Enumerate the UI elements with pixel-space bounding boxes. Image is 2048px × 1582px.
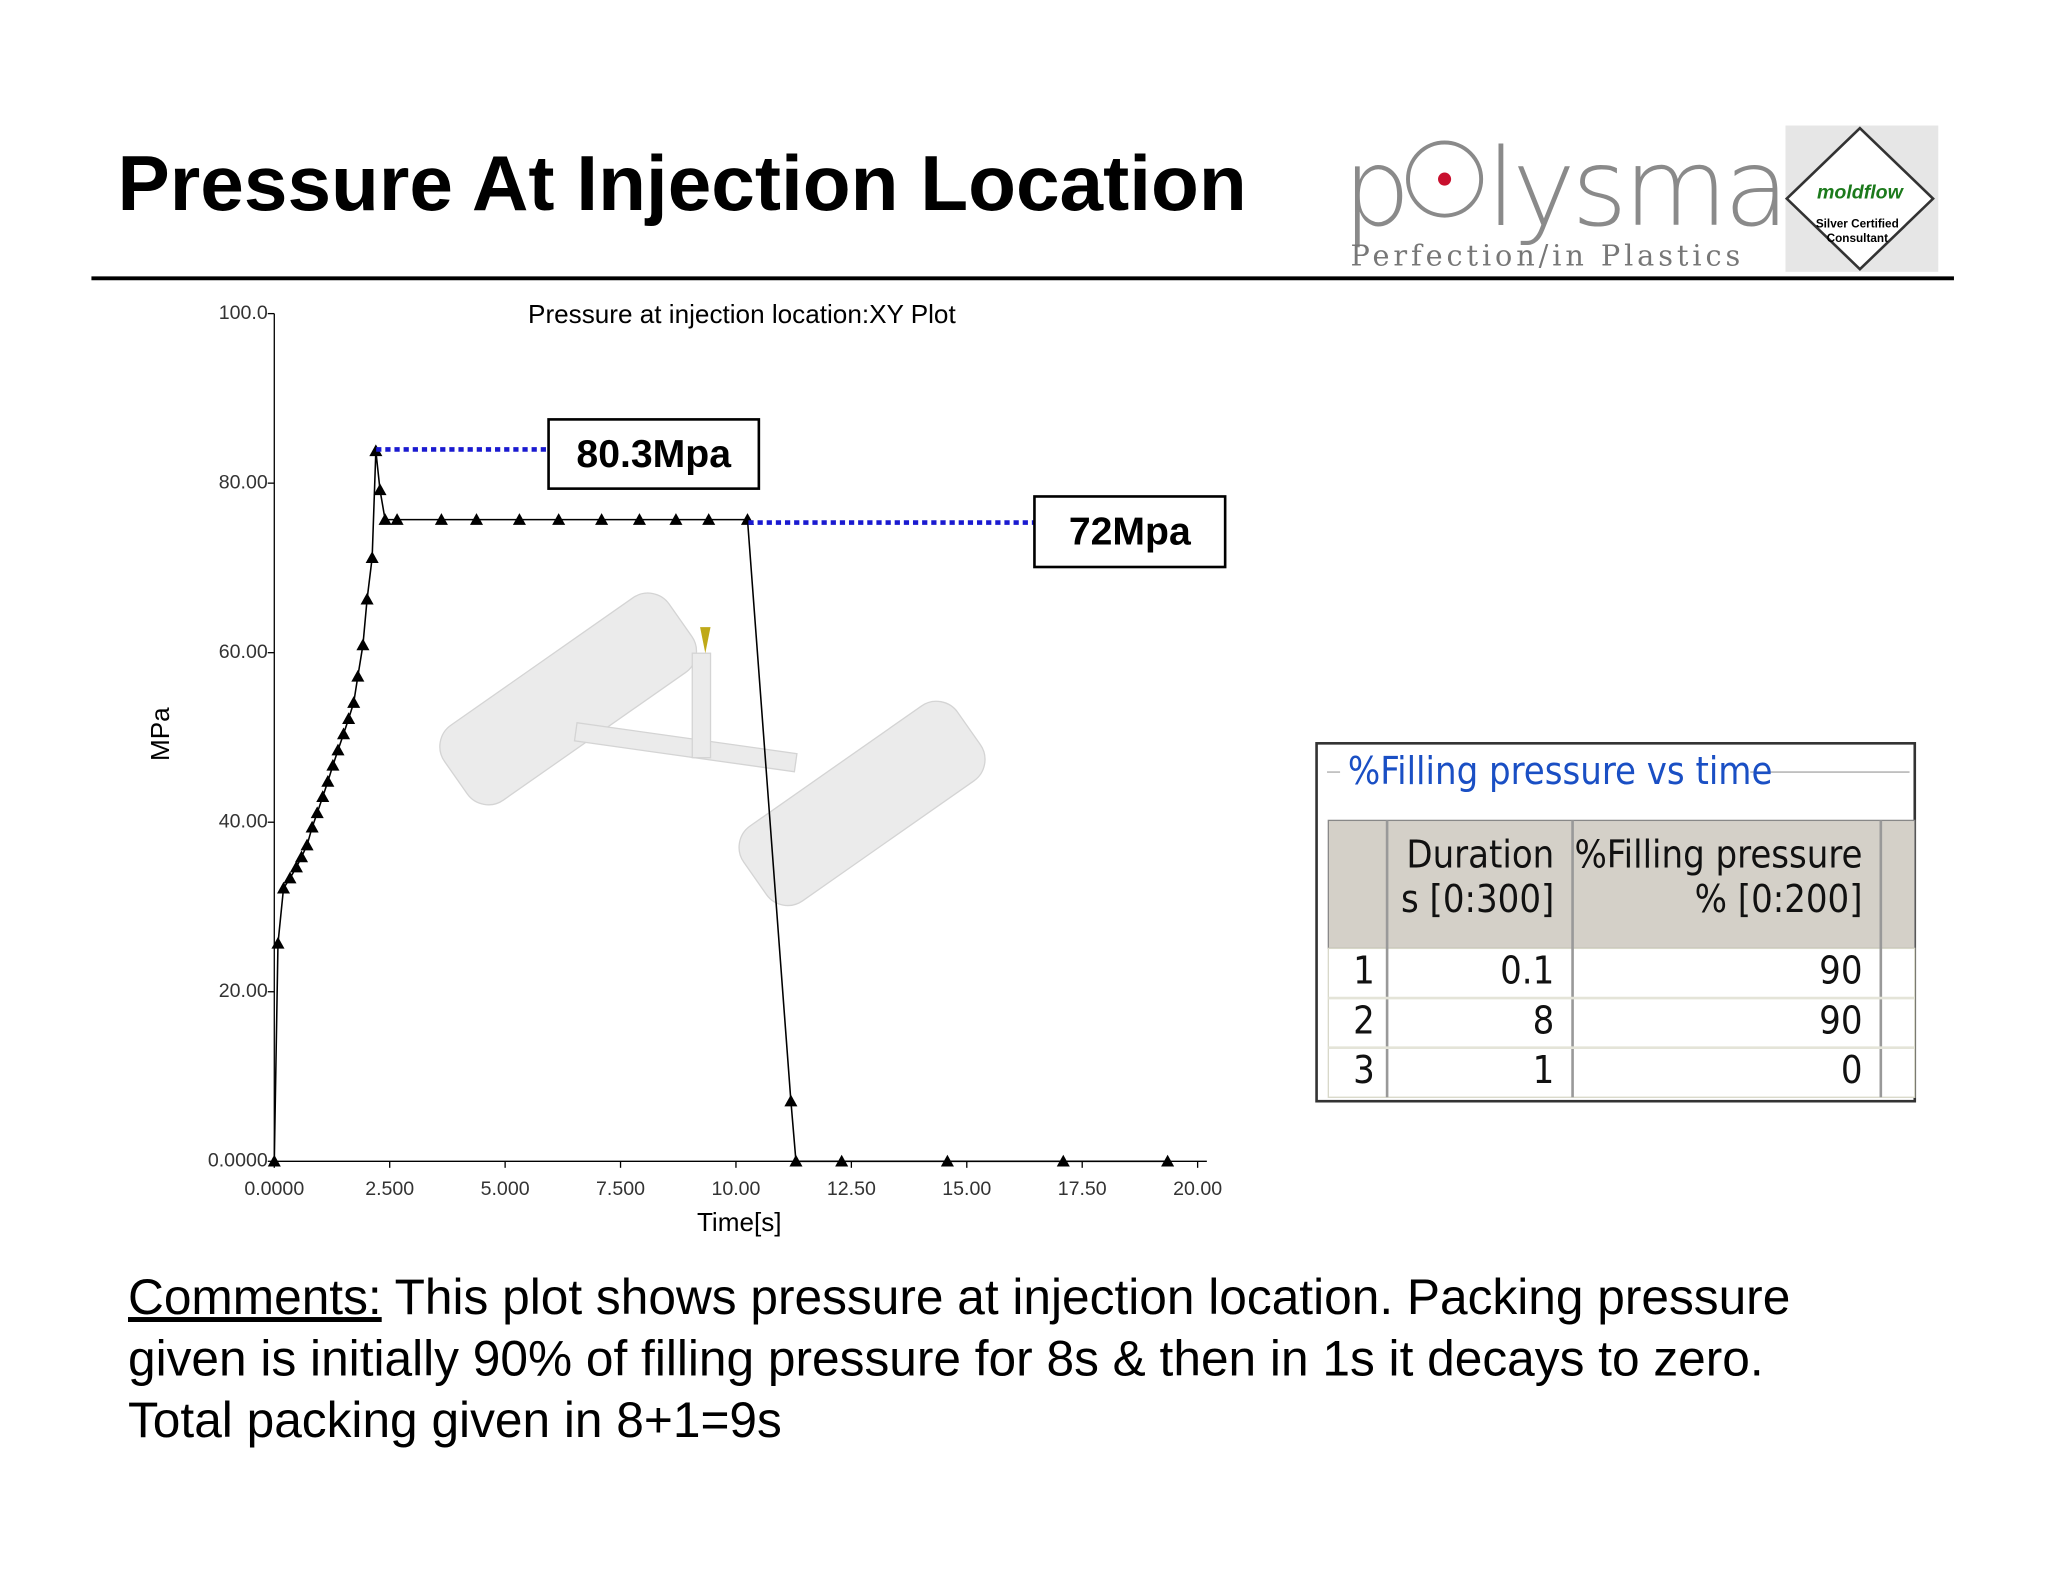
table-cell: 0.1: [1500, 949, 1554, 993]
comment-line: Comments: This plot shows pressure at in…: [128, 1269, 1790, 1325]
badge-line: Consultant: [1827, 232, 1888, 245]
table-cell: 90: [1819, 949, 1862, 993]
comments-text: This plot shows pressure at injection lo…: [382, 1269, 1791, 1325]
y-axis-label: MPa: [145, 707, 175, 761]
data-marker: [289, 860, 303, 873]
logo-o: [1406, 140, 1484, 218]
table-header: s [0:300]: [1401, 877, 1554, 921]
data-marker: [351, 669, 365, 682]
comments-label: Comments:: [128, 1269, 382, 1325]
chart-title: Pressure at injection location:XY Plot: [528, 299, 956, 329]
x-axis-label: Time[s]: [697, 1207, 782, 1237]
x-tick-label: 15.00: [942, 1178, 991, 1200]
table-cell: 8: [1533, 998, 1555, 1042]
table-cell: 1: [1533, 1048, 1555, 1092]
data-marker: [310, 806, 324, 819]
logo-dot: [1438, 172, 1452, 186]
y-tick-label: 80.00: [219, 471, 268, 493]
part-image: [439, 592, 986, 907]
comment-line: Total packing given in 8+1=9s: [128, 1392, 782, 1448]
data-marker: [552, 513, 566, 525]
data-marker: [1056, 1154, 1070, 1167]
table-header: %Filling pressure: [1574, 832, 1862, 876]
data-marker: [835, 1154, 849, 1167]
data-marker: [365, 551, 379, 563]
annotation-box: [547, 418, 761, 490]
data-marker: [784, 1094, 798, 1107]
data-marker: [321, 774, 335, 787]
table-cell: 3: [1353, 1048, 1375, 1092]
data-marker: [267, 1154, 281, 1167]
slide-title: Pressure At Injection Location: [118, 139, 1247, 227]
y-tick-label: 0.0000: [208, 1149, 268, 1171]
y-tick-label: 100.0: [219, 302, 268, 324]
x-tick-label: 20.00: [1173, 1178, 1222, 1200]
y-tick-label: 20.00: [219, 980, 268, 1002]
x-tick-label: 5.000: [481, 1178, 530, 1200]
annotation: 72Mpa: [1069, 511, 1192, 554]
x-tick-label: 2.500: [365, 1178, 414, 1200]
data-marker: [337, 727, 351, 740]
logo-p: p: [1343, 127, 1411, 251]
table-cell: 90: [1819, 998, 1862, 1042]
x-tick-label: 10.00: [711, 1178, 760, 1200]
annotation: 80.3Mpa: [576, 433, 732, 476]
data-marker: [271, 936, 285, 949]
data-marker: [595, 513, 609, 525]
data-marker: [326, 758, 340, 771]
data-marker: [276, 881, 291, 894]
data-marker: [1161, 1154, 1175, 1167]
table-cell: 0: [1841, 1048, 1863, 1092]
data-marker: [356, 638, 370, 651]
data-marker: [940, 1154, 954, 1167]
table-cell: 2: [1353, 998, 1375, 1042]
data-marker: [342, 712, 356, 725]
data-marker: [669, 513, 683, 525]
data-marker: [294, 850, 309, 863]
logo: p lysmart Perfection/in Plastics moldflo…: [1343, 125, 1939, 272]
data-marker: [434, 513, 448, 525]
y-tick-label: 40.00: [219, 810, 268, 832]
data-marker: [300, 838, 314, 851]
data-marker: [305, 820, 319, 833]
data-marker: [331, 743, 345, 756]
data-marker: [789, 1154, 803, 1167]
badge-line: Silver Certified: [1816, 217, 1899, 230]
data-marker: [378, 513, 392, 525]
y-tick-label: 60.00: [219, 641, 268, 663]
x-tick-label: 17.50: [1058, 1178, 1107, 1200]
table-cell: 1: [1353, 949, 1375, 993]
data-marker: [347, 696, 361, 708]
data-marker: [512, 513, 526, 525]
table-header: % [0:200]: [1695, 877, 1863, 921]
x-tick-label: 0.0000: [244, 1178, 304, 1200]
x-tick-label: 12.50: [827, 1178, 876, 1200]
data-marker: [369, 444, 383, 457]
annotation-box: [1033, 495, 1227, 569]
data-marker: [469, 513, 484, 525]
data-marker: [390, 513, 404, 525]
data-marker: [283, 871, 297, 884]
comment-line: given is initially 90% of filling pressu…: [128, 1331, 1764, 1387]
data-marker: [702, 513, 716, 525]
data-marker: [632, 513, 646, 525]
x-tick-label: 7.500: [596, 1178, 645, 1200]
data-marker: [316, 790, 330, 803]
table-header: Duration: [1406, 832, 1554, 876]
data-marker: [373, 483, 387, 496]
logo-tagline: Perfection/in Plastics: [1351, 238, 1745, 272]
table-title: %Filling pressure vs time: [1348, 749, 1773, 793]
badge-diamond: [1784, 126, 1935, 272]
badge-text: moldflow: [1817, 182, 1905, 204]
data-marker: [360, 592, 374, 605]
